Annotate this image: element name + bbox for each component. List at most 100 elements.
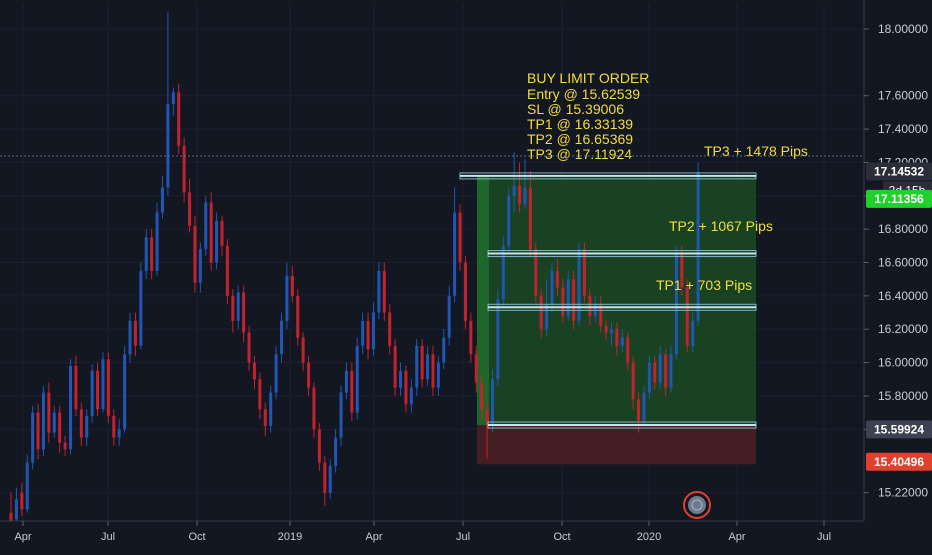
candle-body [63,442,67,450]
candle-body [442,337,446,363]
tp1-text: TP1 @ 16.33139 [527,116,633,132]
price-tag-label: 17.14532 [874,165,924,179]
candle-body [307,362,311,388]
y-tick-label: 16.80000 [878,222,928,236]
candle-body [269,392,273,426]
candle-body [106,359,110,416]
x-tick-label: 2020 [637,531,661,543]
candle-body [415,345,419,388]
candle-body [501,245,505,300]
candle-body [512,185,516,196]
candle-body [615,329,619,346]
candle-body [290,275,294,296]
candle-body [312,387,316,430]
candle-body [528,187,532,250]
candle-body [658,354,662,383]
candle-body [409,387,413,405]
globe-icon-detail [691,499,703,511]
candle-body [9,512,13,521]
y-tick-label: 17.60000 [878,89,928,103]
candle-body [47,392,51,433]
y-tick-label: 18.00000 [878,22,928,36]
candle-body [642,392,646,421]
candle-body [339,392,343,438]
tp3-text: TP3 @ 17.11924 [527,146,632,162]
candle-body [25,462,29,510]
candle-body [36,412,40,450]
candle-body [252,362,256,380]
candle-body [128,320,132,355]
candle-body [480,382,484,410]
candle-body [436,362,440,388]
candle-body [637,399,641,421]
candle-body [96,370,100,410]
candle-body [599,304,603,326]
x-tick-label: Oct [553,531,570,543]
candle-body [220,220,224,246]
candle-body [90,370,94,416]
sl-text: SL @ 15.39006 [527,101,624,117]
y-tick-label: 16.00000 [878,356,928,370]
candle-body [31,412,35,463]
candle-body [258,379,262,410]
candle-body [366,320,370,350]
candle-body [231,295,235,321]
candle-body [523,187,527,205]
candle-body [155,212,159,271]
candle-body [653,362,657,383]
candle-body [209,202,213,263]
candle-body [317,429,321,463]
globe-icon[interactable] [688,496,706,514]
candle-body [236,292,240,321]
candle-body [669,354,673,388]
candle-body [447,295,451,338]
candle-body [463,262,467,321]
candle-body [399,370,403,388]
candle-body [664,354,668,388]
price-tag-label: 15.59924 [874,422,924,436]
x-tick-label: Apr [365,531,382,543]
x-tick-label: Jul [456,531,470,543]
x-tick-label: 2019 [278,531,302,543]
candle-body [626,337,630,363]
candle-body [377,270,381,313]
price-tag-label: 17.11356 [874,192,924,206]
price-tag: 15.40496 [866,452,932,471]
candle-body [247,332,251,363]
tp2-text: TP2 @ 16.65369 [527,131,633,147]
candle-body [150,237,154,271]
candle-body [426,354,430,380]
price-tag: 15.59924 [866,420,932,439]
candle-body [139,270,143,346]
candle-body [555,270,559,288]
event-marker-ring[interactable] [683,491,711,519]
time-axis[interactable]: Apr Jul Oct 2019 Apr Jul Oct 2020 Apr Jul [0,520,932,550]
candle-body [14,499,18,520]
order-levels[interactable] [459,172,757,429]
tp3-pips-label: TP3 + 1478 Pips [704,143,808,159]
event-marker[interactable] [683,491,711,519]
x-tick-label: Apr [14,531,31,543]
candle-body [198,249,202,283]
candle-body [296,295,300,338]
candle-body [588,295,592,316]
candle-body [474,354,478,383]
y-tick-label: 16.20000 [878,322,928,336]
candle-body [160,187,164,213]
candle-body [263,409,267,426]
candle-body [469,320,473,355]
candle-body [458,212,462,263]
candle-body [361,320,365,346]
candle-body [225,245,229,296]
candle-body [582,249,586,296]
candle-body [334,437,338,466]
candle-body [534,249,538,296]
order-annotation: BUY LIMIT ORDER Entry @ 15.62539 SL @ 15… [527,70,808,293]
candle-body [350,370,354,413]
y-tick-label: 16.60000 [878,256,928,270]
candle-body [133,320,137,346]
candle-body [691,320,695,346]
